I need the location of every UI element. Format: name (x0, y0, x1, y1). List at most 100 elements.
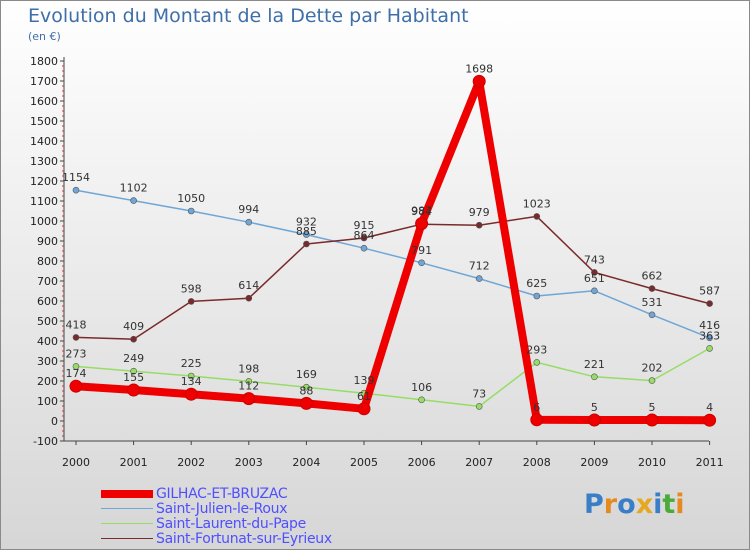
x-tick-label: 2006 (408, 456, 436, 469)
data-label: 221 (584, 358, 605, 371)
chart-title: Evolution du Montant de la Dette par Hab… (28, 5, 469, 27)
proxiti-logo: Proxiti (584, 489, 685, 520)
data-label: 418 (66, 318, 87, 331)
series-point-2 (418, 396, 425, 404)
series-point-0 (299, 396, 313, 410)
data-label: 885 (296, 225, 317, 238)
legend-swatch-saint-julien (101, 507, 153, 510)
data-label: 587 (699, 285, 720, 298)
data-label: 61 (357, 390, 371, 403)
y-tick-label: 100 (37, 395, 58, 408)
series-point-0 (69, 379, 83, 393)
data-label: 6 (533, 401, 540, 414)
x-tick-label: 2000 (62, 456, 90, 469)
y-tick-label: 1700 (30, 75, 58, 88)
data-label: 174 (66, 367, 87, 380)
x-tick-label: 2009 (580, 456, 608, 469)
series-line-2 (75, 347, 710, 408)
unit-label: (en €) (28, 30, 61, 43)
logo-letter: t (662, 489, 676, 520)
data-label: 984 (411, 205, 432, 218)
series-point-2 (303, 383, 310, 391)
data-label: 88 (299, 384, 313, 397)
data-label: 614 (238, 279, 259, 292)
legend-item-saint-fortunat: Saint-Fortunat-sur-Eyrieux (101, 531, 332, 547)
series-point-1 (533, 292, 541, 300)
series-point-2 (706, 345, 713, 352)
y-tick-label: 300 (37, 355, 58, 368)
y-tick-label: 1800 (30, 55, 58, 68)
y-tick-label: 1400 (30, 135, 58, 148)
data-label: 979 (469, 206, 490, 219)
y-tick-label: -100 (33, 435, 58, 448)
legend-label-saint-julien: Saint-Julien-le-Roux (156, 500, 288, 517)
data-label: 416 (699, 319, 720, 332)
series-point-1 (72, 186, 80, 194)
data-label: 106 (411, 381, 432, 394)
data-label: 202 (642, 362, 663, 375)
series-point-1 (130, 197, 137, 204)
data-label: 1050 (177, 192, 205, 205)
data-label: 363 (699, 329, 720, 342)
legend-swatch-gilhac (101, 489, 153, 498)
legend-swatch-saint-laurent (101, 522, 153, 525)
logo-letter: P (584, 489, 604, 520)
series-point-0 (587, 413, 601, 427)
x-tick-label: 2001 (120, 456, 148, 469)
y-tick-label: 200 (37, 375, 58, 388)
data-label: 5 (649, 401, 656, 414)
series-point-0 (127, 383, 141, 397)
data-label: 712 (469, 260, 490, 273)
logo-letter: o (617, 489, 636, 520)
series-point-2 (72, 363, 80, 370)
series-point-1 (360, 244, 368, 252)
series-point-3 (533, 213, 541, 220)
series-point-3 (72, 334, 80, 341)
legend-item-gilhac: GILHAC-ET-BRUZAC (101, 485, 332, 502)
series-point-2 (130, 367, 137, 375)
data-label: 932 (296, 216, 317, 229)
x-tick-label: 2008 (523, 456, 551, 469)
data-label: 598 (181, 282, 202, 295)
data-label: 409 (123, 320, 144, 333)
data-label: 864 (354, 229, 375, 242)
legend-item-saint-julien: Saint-Julien-le-Roux (101, 500, 332, 517)
legend: GILHAC-ET-BRUZAC Saint-Julien-le-Roux Sa… (101, 485, 332, 547)
series-point-1 (475, 275, 483, 282)
series-point-3 (130, 335, 137, 343)
series-point-3 (303, 240, 310, 248)
legend-swatch-saint-fortunat (101, 537, 153, 540)
x-tick-label: 2007 (465, 456, 493, 469)
series-point-0 (703, 413, 717, 427)
y-tick-label: 900 (37, 235, 58, 248)
y-tick-label: 1500 (30, 115, 58, 128)
x-tick-label: 2005 (350, 456, 378, 469)
y-tick-label: 1000 (30, 215, 58, 228)
series-line-1 (75, 189, 710, 339)
y-tick-label: 400 (37, 335, 58, 348)
series-point-2 (187, 372, 195, 380)
series-point-0 (645, 413, 659, 427)
data-label: 743 (584, 253, 605, 266)
legend-label-gilhac: GILHAC-ET-BRUZAC (156, 485, 288, 502)
data-label: 1023 (523, 197, 551, 210)
series-line-3 (75, 215, 710, 340)
series-point-0 (415, 217, 429, 231)
data-label: 112 (238, 380, 259, 393)
y-tick-label: 0 (51, 415, 58, 428)
y-tick-label: 600 (37, 295, 58, 308)
series-point-3 (360, 234, 368, 242)
y-tick-label: 1600 (30, 95, 58, 108)
y-tick-label: 700 (37, 275, 58, 288)
series-point-0 (184, 387, 198, 401)
data-label: 5 (591, 401, 598, 414)
series-line-0 (75, 77, 710, 425)
logo-letter: r (603, 489, 618, 520)
legend-label-saint-laurent: Saint-Laurent-du-Pape (156, 515, 306, 532)
data-label: 155 (123, 371, 144, 384)
data-label: 139 (354, 374, 375, 387)
data-label: 651 (584, 272, 605, 285)
logo-letter: i (653, 489, 663, 520)
x-tick-label: 2003 (235, 456, 263, 469)
